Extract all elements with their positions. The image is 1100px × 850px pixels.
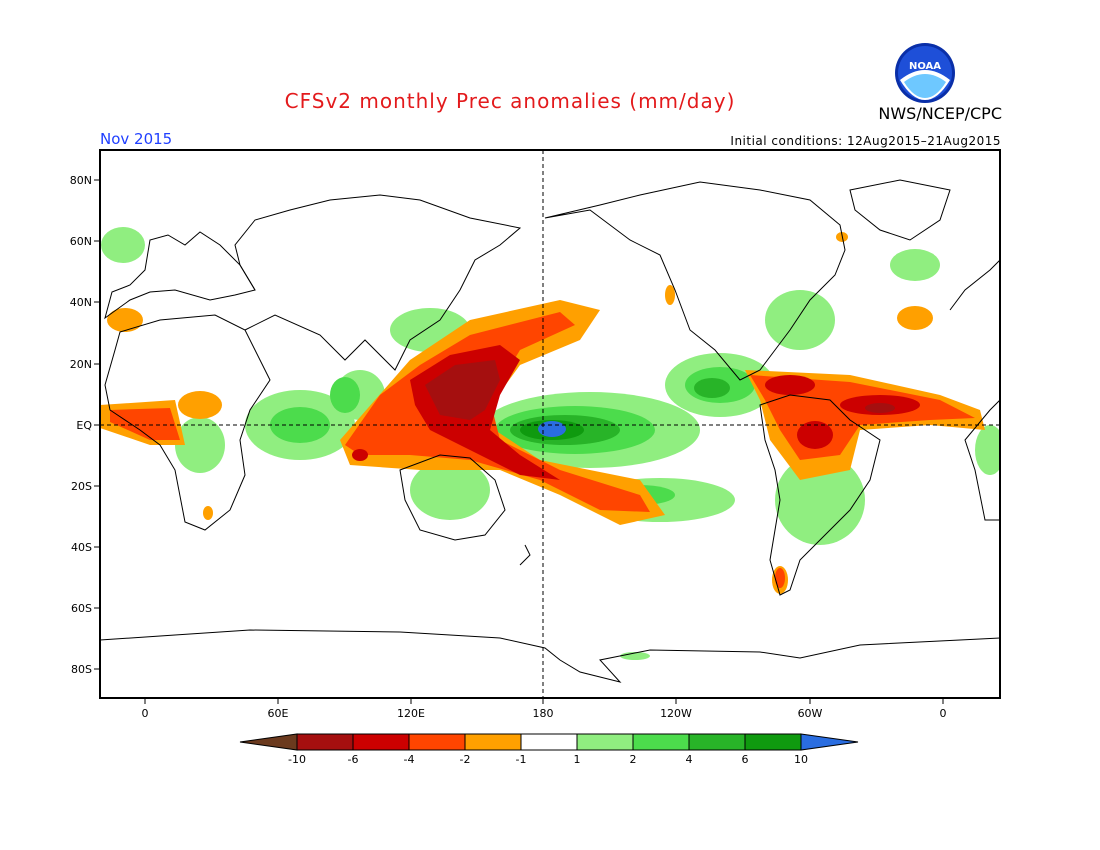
lon-label-0: 0 (142, 707, 149, 720)
colorbar-swatch (520, 733, 578, 751)
map-title: CFSv2 monthly Prec anomalies (mm/day) (284, 89, 736, 113)
colorbar-label: -2 (460, 753, 471, 766)
colorbar-label: -6 (348, 753, 359, 766)
lat-label-60s: 60S (71, 602, 92, 615)
noaa-logo: NOAA (895, 43, 955, 103)
lat-label-40s: 40S (71, 541, 92, 554)
lon-label-120w: 120W (660, 707, 692, 720)
lat-label-20n: 20N (70, 358, 92, 371)
colorbar-swatch (688, 733, 746, 751)
colorbar-label: -4 (404, 753, 415, 766)
valid-month-label: Nov 2015 (100, 130, 173, 148)
colorbar-label: -1 (516, 753, 527, 766)
colorbar: -10 -6 -4 -2 -1 1 2 4 6 10 (239, 733, 859, 766)
lon-label-180: 180 (533, 707, 554, 720)
lat-label-40n: 40N (70, 296, 92, 309)
logo-text: NOAA (909, 61, 941, 72)
colorbar-label: 10 (794, 753, 808, 766)
colorbar-label: 2 (630, 753, 637, 766)
colorbar-high-arrow (800, 733, 859, 751)
lat-label-80n: 80N (70, 174, 92, 187)
lon-label-0-east: 0 (940, 707, 947, 720)
colorbar-swatch (576, 733, 634, 751)
lat-tick-labels: 80N 60N 40N 20N EQ 20S 40S 60S 80S (70, 174, 93, 676)
colorbar-label: 1 (574, 753, 581, 766)
colorbar-low-arrow (239, 733, 298, 751)
colorbar-label: -10 (288, 753, 306, 766)
map-frame (99, 149, 1001, 699)
lat-label-80s: 80S (71, 663, 92, 676)
anomaly-fields (100, 227, 1000, 660)
lat-tick-marks (94, 179, 100, 670)
lon-label-120e: 120E (397, 707, 425, 720)
coastlines (100, 179, 1000, 683)
colorbar-swatch (352, 733, 410, 751)
lat-label-eq: EQ (76, 419, 92, 432)
lat-label-20s: 20S (71, 480, 92, 493)
initial-conditions-label: Initial conditions: 12Aug2015–21Aug2015 (730, 134, 1001, 148)
lon-label-60e: 60E (268, 707, 289, 720)
colorbar-label: 4 (686, 753, 693, 766)
colorbar-swatch (464, 733, 522, 751)
colorbar-label: 6 (742, 753, 749, 766)
colorbar-swatch (296, 733, 354, 751)
lon-label-60w: 60W (798, 707, 823, 720)
colorbar-swatch (744, 733, 802, 751)
lon-tick-labels: 0 60E 120E 180 120W 60W 0 (142, 707, 947, 720)
colorbar-swatch (632, 733, 690, 751)
lon-tick-marks (144, 698, 944, 704)
organization-label: NWS/NCEP/CPC (878, 104, 1002, 123)
lat-label-60n: 60N (70, 235, 92, 248)
colorbar-swatch (408, 733, 466, 751)
